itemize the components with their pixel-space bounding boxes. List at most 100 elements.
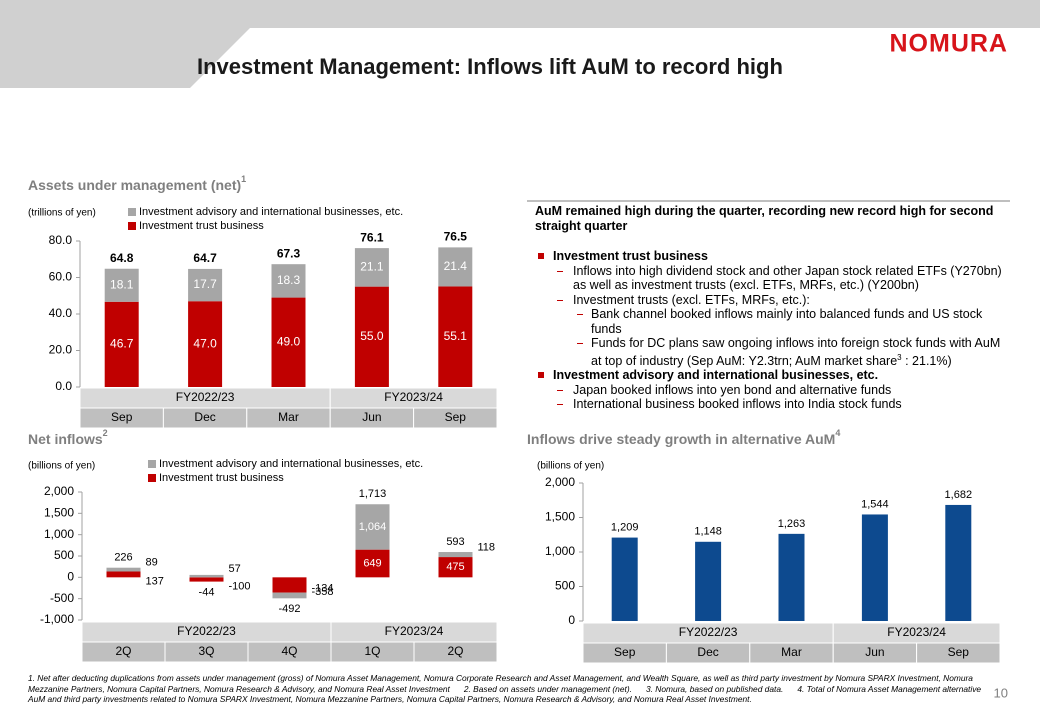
unit-label: (trillions of yen)	[28, 208, 96, 219]
footnote: 1. Net after deducting duplications from…	[28, 673, 973, 694]
bar-segment	[189, 577, 224, 582]
footnote: 2. Based on assets under management (net…	[463, 683, 632, 694]
footnote: 3. Nomura, based on published data.	[645, 683, 784, 694]
value-label: -358	[312, 586, 334, 598]
bar-segment	[272, 577, 307, 593]
value-label: 55.0	[360, 329, 384, 343]
legend-label: Investment advisory and international bu…	[159, 458, 423, 470]
y-tick-label: 500	[555, 579, 575, 593]
bullet-text: Inflows into high dividend stock and oth…	[573, 263, 1002, 293]
fy-label: FY2023/24	[887, 625, 946, 639]
value-label: 89	[146, 556, 158, 568]
chart-title-text: Net inflows	[28, 431, 103, 447]
legend-swatch	[128, 208, 136, 216]
y-tick-label: -500	[50, 591, 74, 605]
value-label: 1,209	[611, 521, 639, 533]
footnotes: 1. Net after deducting duplications from…	[28, 673, 988, 705]
value-label: 649	[363, 557, 381, 569]
category-cell	[413, 407, 498, 429]
bar-segment	[438, 552, 473, 558]
category-cell	[413, 641, 498, 663]
unit-label: (billions of yen)	[28, 461, 95, 472]
value-label: 1,148	[694, 526, 722, 538]
x-tick-label: Sep	[111, 410, 133, 424]
bar	[695, 541, 722, 621]
value-label: 1,263	[778, 518, 806, 530]
total-label: 76.1	[360, 230, 384, 244]
value-label: 1,682	[945, 489, 973, 501]
page-number: 10	[994, 685, 1008, 700]
legend-label: Investment trust business	[139, 220, 264, 232]
bar-segment	[271, 297, 306, 387]
value-label: 17.7	[193, 277, 217, 291]
x-tick-label: Mar	[278, 410, 299, 424]
y-tick-label: 1,000	[44, 527, 74, 541]
bar-segment	[189, 574, 224, 578]
chart-title-note: 4	[835, 428, 840, 438]
y-tick-label: 500	[54, 548, 74, 562]
total-label: 1,713	[359, 488, 387, 500]
value-label: 1,544	[861, 498, 889, 510]
y-tick-label: -1,000	[40, 612, 74, 626]
bar-segment	[188, 301, 223, 387]
chart-title-text: Inflows drive steady growth in alternati…	[527, 431, 835, 447]
fy-label: FY2022/23	[176, 390, 235, 404]
x-tick-label: Sep	[948, 645, 970, 659]
bullet-item: Investment trusts (excl. ETFs, MRFs, etc…	[553, 293, 1013, 369]
bullet-text: Investment trust business	[553, 249, 708, 263]
total-label: 67.3	[277, 246, 301, 260]
chart-title-text: Assets under management (net)	[28, 177, 241, 193]
bar-segment	[106, 567, 141, 572]
x-tick-label: Dec	[697, 645, 718, 659]
x-tick-label: Sep	[445, 410, 467, 424]
bullet-text: Funds for DC plans saw ongoing inflows i…	[591, 336, 1001, 368]
commentary: AuM remained high during the quarter, re…	[535, 204, 1013, 412]
x-tick-label: Sep	[614, 645, 636, 659]
fy-label: FY2022/23	[177, 624, 236, 638]
unit-label: (billions of yen)	[537, 461, 604, 472]
value-label: 55.1	[444, 329, 468, 343]
bar-segment	[438, 557, 473, 578]
value-label: 475	[446, 561, 464, 573]
fy-label: FY2023/24	[384, 390, 443, 404]
x-tick-label: Mar	[781, 645, 802, 659]
y-tick-label: 80.0	[49, 233, 73, 247]
bullet-item: International business booked inflows in…	[553, 397, 1013, 412]
y-tick-label: 0	[568, 613, 575, 627]
bar-segment	[355, 549, 390, 578]
bar-segment	[104, 301, 139, 387]
bar-segment	[272, 592, 307, 599]
value-label: 47.0	[193, 336, 217, 350]
bar	[861, 514, 888, 621]
commentary-heading: AuM remained high during the quarter, re…	[535, 204, 994, 233]
bullet-text-after: : 21.1%)	[901, 353, 952, 368]
legend-label: Investment trust business	[159, 472, 284, 484]
chart-title-note: 2	[103, 428, 108, 438]
chart-title: Assets under management (net)1	[28, 174, 246, 192]
bullet-item: Japan booked inflows into yen bond and a…	[553, 383, 1013, 398]
value-label: 18.3	[277, 273, 301, 287]
value-label: -100	[229, 580, 251, 592]
y-tick-label: 0	[67, 570, 74, 584]
y-tick-label: 1,000	[545, 544, 575, 558]
value-label: 18.1	[110, 277, 134, 291]
value-label: 137	[146, 575, 164, 587]
value-label: 21.4	[444, 259, 468, 273]
bullet-item: Investment advisory and international bu…	[535, 368, 1013, 412]
bullet-item: Inflows into high dividend stock and oth…	[553, 264, 1013, 293]
total-label: 76.5	[444, 230, 468, 244]
bar	[945, 504, 972, 621]
total-label: -492	[278, 603, 300, 615]
bar	[611, 537, 638, 621]
y-tick-label: 1,500	[545, 510, 575, 524]
chart-title-note: 1	[241, 174, 246, 184]
logo: NOMURA	[890, 30, 1009, 58]
total-label: 226	[114, 552, 132, 564]
bullet-text: Investment advisory and international bu…	[553, 368, 879, 383]
chart-title: Net inflows2	[28, 428, 108, 446]
header-cut	[190, 28, 1040, 88]
fy-label: FY2022/23	[679, 625, 738, 639]
fy-label: FY2023/24	[385, 624, 444, 638]
bullet-text: International business booked inflows in…	[573, 397, 902, 412]
